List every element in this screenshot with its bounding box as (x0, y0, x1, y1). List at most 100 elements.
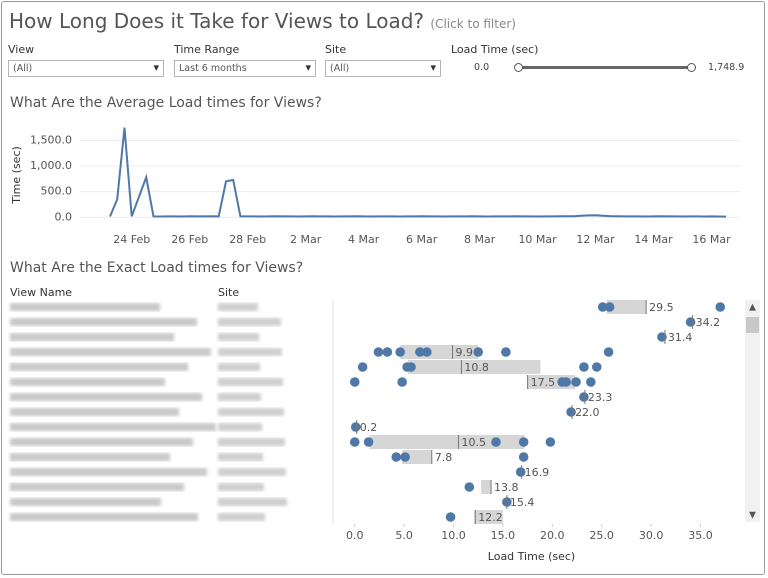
value-label: 13.8 (494, 481, 518, 494)
filter-label: View (8, 43, 35, 56)
blurred-view-name (10, 303, 160, 311)
x-tick-label: 28 Feb (229, 233, 266, 246)
load-dot (473, 347, 484, 357)
x-tick-label: 26 Feb (171, 233, 208, 246)
blurred-view-name (10, 483, 184, 491)
load-dot (400, 452, 410, 462)
blurred-view-name (10, 408, 179, 416)
x-tick-label: 16 Mar (692, 233, 731, 246)
value-label: 29.5 (649, 301, 674, 314)
blurred-view-name (10, 423, 216, 431)
blurred-site-name (218, 348, 282, 356)
range-bar (369, 435, 525, 449)
x-tick-label: 8 Mar (464, 233, 496, 246)
x-tick-label: 24 Feb (113, 233, 150, 246)
y-axis-title: Time (sec) (10, 146, 23, 205)
load-dot (603, 347, 614, 357)
x-tick-label: 14 Mar (634, 233, 673, 246)
line (109, 127, 727, 218)
load-dot (491, 437, 501, 447)
scroll-up[interactable]: ▲ (749, 303, 756, 313)
filter-dropdown[interactable]: (All) (325, 60, 441, 77)
value-label: 7.8 (435, 451, 453, 464)
value-label: 22.0 (575, 406, 600, 419)
slider-handle[interactable] (687, 63, 696, 72)
x-tick-label: 10 Mar (518, 233, 557, 246)
x-tick-label: 10.0 (441, 529, 466, 542)
value-label: 31.4 (668, 331, 693, 344)
blurred-view-name (10, 378, 165, 386)
chart-title: What Are the Exact Load times for Views? (10, 260, 303, 276)
blurred-view-name (10, 453, 170, 461)
blurred-view-name (10, 438, 193, 446)
value-label: 34.2 (696, 316, 721, 329)
blurred-site-name (218, 363, 260, 371)
load-dot (566, 407, 576, 417)
blurred-site-name (218, 438, 285, 446)
blurred-site-name (218, 453, 263, 461)
load-dot (561, 377, 571, 387)
load-dot (501, 347, 511, 357)
range-bar (606, 300, 647, 314)
x-tick-label: 12 Mar (576, 233, 615, 246)
load-dot (395, 347, 405, 357)
dashboard-title: How Long Does it Take for Views to Load?… (9, 9, 516, 33)
blurred-view-name (10, 333, 174, 341)
blurred-site-name (218, 468, 286, 476)
blurred-view-name (10, 468, 207, 476)
load-dot (545, 437, 556, 447)
scroll-down[interactable]: ▼ (749, 511, 756, 521)
x-tick-label: 4 Mar (348, 233, 380, 246)
chart-title: What Are the Average Load times for View… (10, 95, 322, 111)
range-bar (402, 450, 432, 464)
value-label: 16.9 (525, 466, 550, 479)
load-dot (571, 377, 581, 387)
load-dot (591, 362, 602, 372)
x-tick-label: 0.0 (346, 529, 364, 542)
filter-label: Time Range (174, 43, 240, 56)
load-dot (349, 377, 360, 387)
load-dot (382, 347, 393, 357)
blurred-site-name (218, 378, 283, 386)
blurred-view-name (10, 513, 198, 521)
load-dot (586, 377, 596, 387)
y-tick-label: 500.0 (41, 185, 73, 198)
slider-max: 1,748.9 (708, 62, 745, 73)
load-dot (422, 347, 432, 357)
title-text: How Long Does it Take for Views to Load? (9, 9, 425, 33)
filter-label: Site (325, 43, 347, 56)
blurred-site-name (218, 408, 284, 416)
y-tick-label: 1,000.0 (30, 159, 72, 172)
blurred-view-name (10, 318, 197, 326)
blurred-site-name (218, 513, 265, 521)
title-hint[interactable]: (Click to filter) (430, 17, 516, 31)
load-dot (579, 392, 589, 402)
column-header: View Name (10, 286, 72, 299)
slider-min: 0.0 (474, 62, 490, 73)
load-dot (406, 362, 416, 372)
x-tick-label: 15.0 (491, 529, 516, 542)
filter-dropdown[interactable]: (All) (8, 60, 164, 77)
y-tick-label: 1,500.0 (30, 133, 72, 146)
blurred-site-name (218, 483, 264, 491)
blurred-site-name (218, 318, 281, 326)
y-tick-label: 0.0 (55, 210, 73, 223)
value-label: 9.9 (456, 346, 474, 359)
x-tick-label: 30.0 (639, 529, 664, 542)
load-dot (363, 437, 374, 447)
slider-label: Load Time (sec) (451, 43, 539, 56)
filter-dropdown[interactable]: Last 6 months (174, 60, 316, 77)
x-tick-label: 35.0 (688, 529, 713, 542)
load-dot (357, 362, 368, 372)
scroll-thumb[interactable] (746, 317, 759, 333)
x-axis-title: Load Time (sec) (488, 550, 575, 563)
value-label: 10.5 (461, 436, 486, 449)
value-label: 15.4 (510, 496, 535, 509)
range-bar (481, 480, 492, 494)
load-dot (685, 317, 696, 327)
slider-handle[interactable] (514, 63, 523, 72)
value-label: 0.2 (360, 421, 378, 434)
scrollbar[interactable] (745, 300, 760, 522)
